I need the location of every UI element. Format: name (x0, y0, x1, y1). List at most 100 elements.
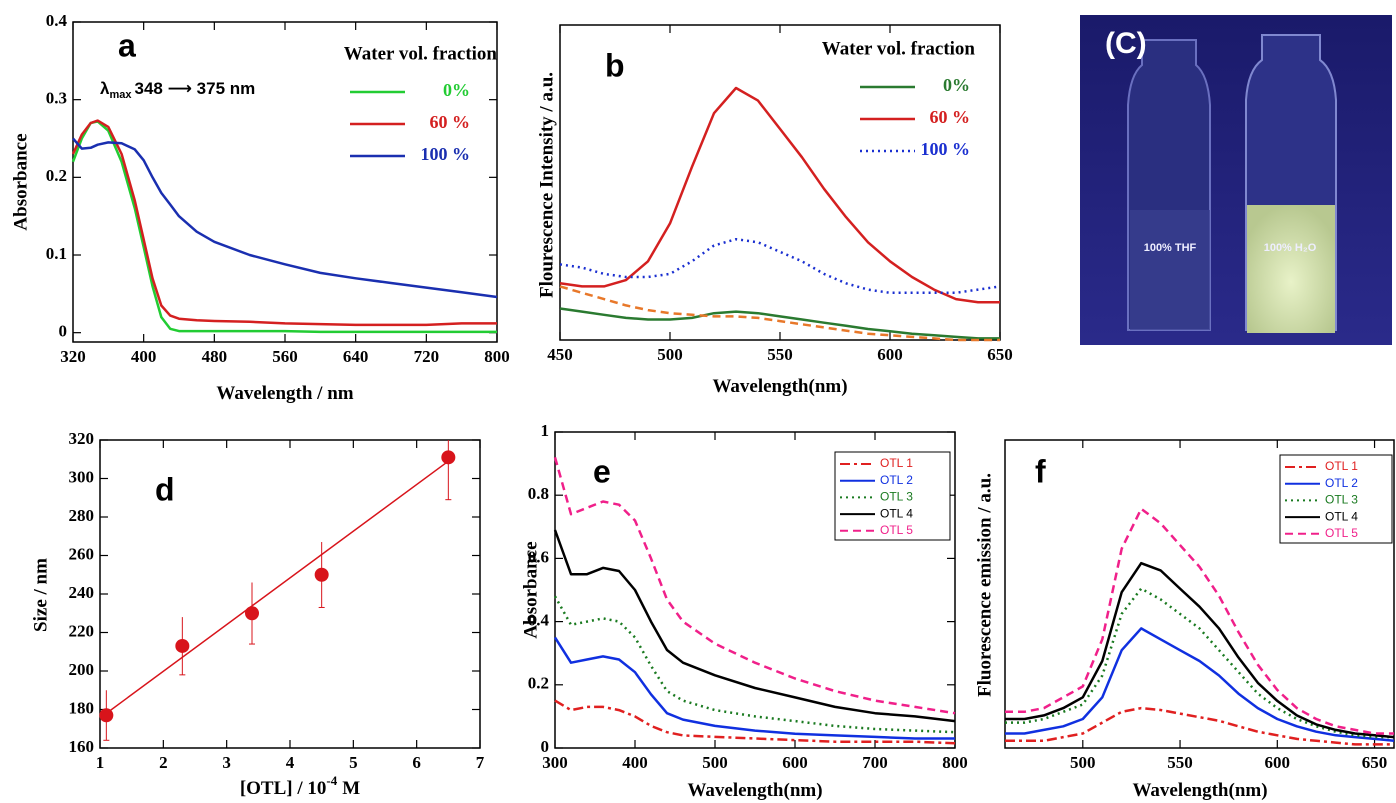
x-axis-label-text: Wavelength(nm) (687, 780, 822, 801)
y-tick-label: 0.1 (46, 244, 67, 263)
series-line (1005, 507, 1394, 735)
series-line (71, 120, 497, 334)
plot-frame (559, 24, 1001, 341)
legend-label: 100 % (921, 139, 971, 159)
legend-label: OTL 2 (880, 473, 913, 487)
photo (1080, 15, 1392, 345)
series-line (559, 237, 1001, 295)
legend-label: OTL 1 (1325, 459, 1358, 473)
y-tick-label: 0.8 (528, 484, 549, 503)
y-tick-label: 0 (59, 322, 68, 341)
legend-label: 0% (943, 75, 970, 95)
y-tick-label: 0.3 (46, 89, 67, 108)
panel-label: e (593, 453, 611, 489)
vial-water-liquid (1247, 205, 1335, 333)
y-tick-label: 320 (69, 429, 95, 448)
x-tick-label: 560 (272, 347, 298, 366)
panel: f 500 550 600 650 Fluorescence emission / a.u… (974, 439, 1395, 801)
x-tick-label: 600 (782, 753, 808, 772)
y-tick-label: 260 (69, 544, 95, 563)
series-line (71, 119, 497, 327)
x-tick-label: 800 (484, 347, 510, 366)
annotation-symbol: λ (100, 79, 110, 98)
legend-label: OTL 2 (1325, 476, 1358, 490)
panel: d 1 2 3 4 5 6 7 160 180 200 220 240 260 280 300 320 Size … (30, 429, 484, 799)
series-line (553, 595, 956, 734)
y-tick-label: 220 (69, 621, 95, 640)
plot-frame (554, 431, 956, 749)
series-line (553, 529, 956, 723)
legend-title: Water vol. fraction (822, 38, 976, 59)
y-tick-label: 1 (541, 421, 550, 440)
x-tick-label: 600 (1265, 753, 1291, 772)
y-tick-label: 0.4 (46, 11, 68, 30)
legend-label: OTL 3 (880, 490, 913, 504)
x-axis-label-unit: M (342, 778, 360, 799)
data-point (441, 450, 456, 465)
panel: (C) 100% THF 100% H₂O (1105, 27, 1317, 254)
panel-label: (C) (1105, 27, 1147, 60)
x-axis-label: Wavelength(nm) (687, 780, 822, 801)
x-tick-label: 800 (942, 753, 968, 772)
x-tick-label: 720 (414, 347, 440, 366)
series-line (553, 636, 955, 740)
y-axis-label: Absorbance (10, 133, 31, 230)
x-axis-label-sup: -4 (326, 773, 337, 788)
legend-title: Water vol. fraction (344, 43, 498, 64)
data-point (175, 638, 190, 653)
x-axis-label: Wavelength / nm (216, 383, 353, 404)
panel: a 320 400 480 560 640 720 800 0 0.1 0.2 0.3 0.4 Absor… (10, 11, 509, 404)
x-tick-label: 640 (343, 347, 369, 366)
data-point (99, 708, 114, 723)
y-tick-label: 280 (69, 506, 95, 525)
series-line (1005, 561, 1395, 739)
legend-label: 60 % (430, 112, 471, 132)
x-tick-label: 3 (222, 753, 231, 772)
series-line (1005, 706, 1394, 746)
data-point (245, 606, 259, 621)
panel: b 450 500 550 600 650 Flourescence Intensity /… (536, 24, 1013, 397)
series-line (554, 699, 956, 745)
annotation-sub: max (109, 89, 132, 101)
y-tick-label: 160 (69, 737, 95, 756)
series-line (72, 137, 498, 299)
series-line (559, 86, 1000, 304)
series-line (1005, 587, 1394, 739)
data-point (314, 567, 329, 582)
y-axis-label: Fluorescence emission / a.u. (974, 473, 995, 697)
legend-label: OTL 3 (1325, 493, 1358, 507)
series-line (1005, 627, 1395, 743)
plot-frame (1004, 439, 1395, 749)
y-axis-label: Size / nm (30, 558, 51, 632)
x-tick-label: 550 (1167, 753, 1193, 772)
x-tick-label: 4 (286, 753, 295, 772)
x-tick-label: 650 (1362, 753, 1388, 772)
legend-box (834, 451, 951, 541)
panel-label: d (155, 471, 175, 507)
x-axis-label-text: Wavelength(nm) (712, 376, 847, 397)
legend-label: 0% (443, 80, 470, 100)
legend-label: OTL 4 (880, 506, 913, 520)
x-tick-label: 500 (1070, 753, 1096, 772)
legend-box (1279, 454, 1393, 544)
x-tick-label: 450 (547, 345, 573, 364)
plot-frame (72, 21, 498, 343)
x-axis-label: Wavelength(nm) (1132, 780, 1267, 801)
x-tick-label: 320 (60, 347, 86, 366)
annotation-text: 348 ⟶ 375 nm (135, 79, 256, 98)
x-tick-label: 300 (542, 753, 568, 772)
legend-label: OTL 5 (1325, 526, 1358, 540)
x-tick-label: 400 (131, 347, 157, 366)
x-tick-label: 1 (96, 753, 105, 772)
legend-label: OTL 4 (1325, 509, 1358, 523)
y-tick-label: 180 (69, 698, 95, 717)
x-axis-label: [OTL] / 10-4 M (240, 773, 360, 799)
photo-caption: 100% THF (1144, 242, 1197, 254)
legend-label: 60 % (930, 107, 971, 127)
series-line (559, 307, 1000, 340)
x-axis-label-text: Wavelength / nm (216, 383, 353, 404)
y-axis-label: Flourescence Intensity / a.u. (536, 72, 557, 298)
x-tick-label: 650 (987, 345, 1013, 364)
x-tick-label: 7 (476, 753, 485, 772)
